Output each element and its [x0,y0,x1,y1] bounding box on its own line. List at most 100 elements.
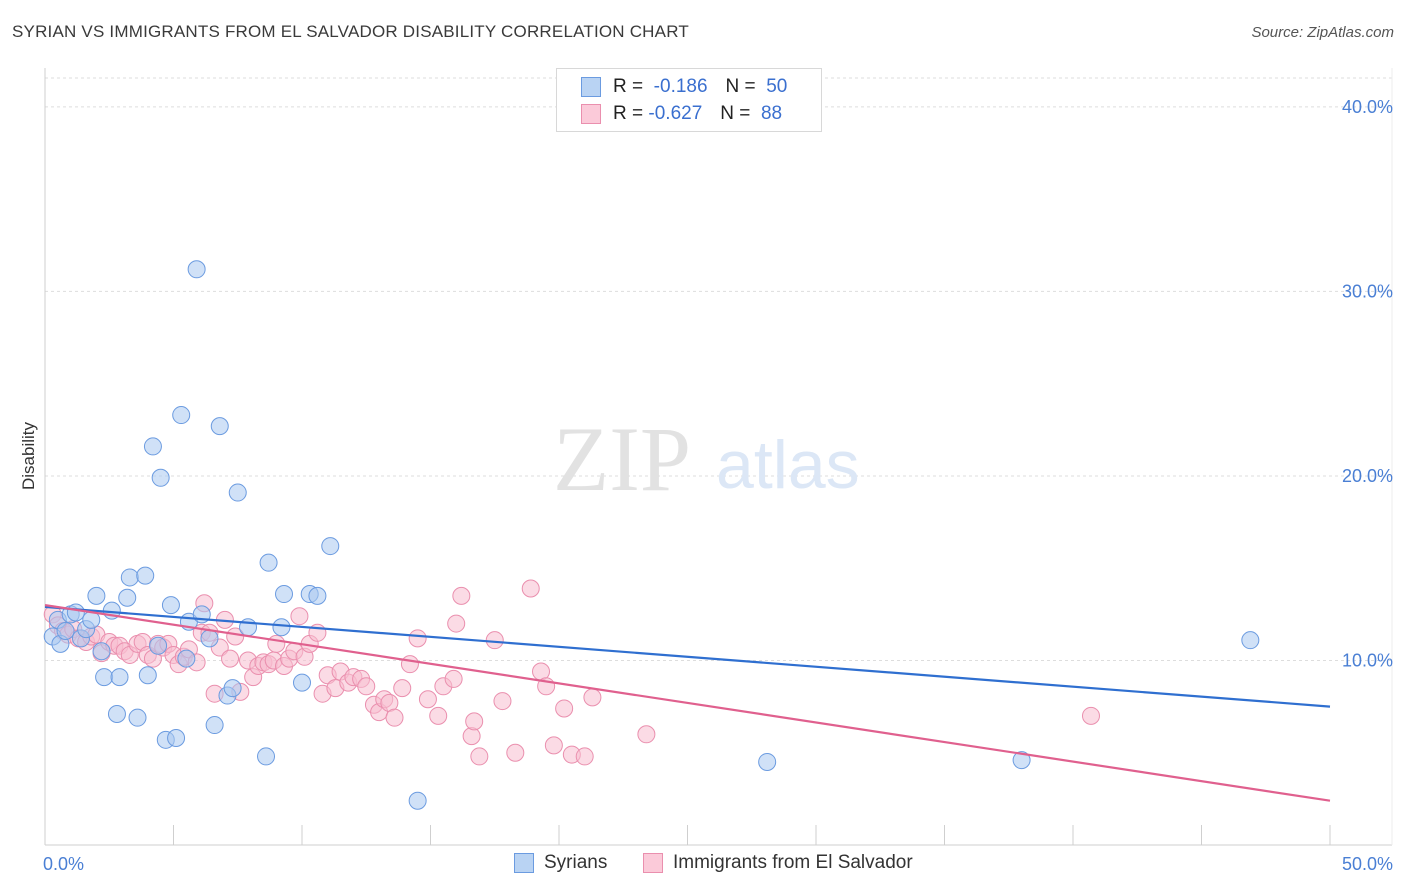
data-point-el-salvador [267,634,286,653]
legend-item-el-salvador: Immigrants from El Salvador [643,852,913,874]
axes [44,68,1393,846]
data-point-syrians [149,636,168,655]
correlation-legend: R = -0.186 N = 50 R = -0.627 N = 88 [556,68,822,132]
watermark-zip: ZIP [553,408,691,510]
data-point-syrians [151,468,170,487]
legend-swatch-pink [643,853,663,873]
data-point-el-salvador [465,712,484,731]
x-tick-label: 0.0% [43,854,84,874]
data-point-el-salvador [583,688,602,707]
data-point-syrians [408,791,427,810]
data-point-syrians [95,668,114,687]
data-point-syrians [308,586,327,605]
data-point-el-salvador [290,607,309,626]
data-point-el-salvador [506,743,525,762]
data-point-syrians [257,747,276,766]
data-point-el-salvador [462,727,481,746]
chart-title: SYRIAN VS IMMIGRANTS FROM EL SALVADOR DI… [12,22,689,41]
data-point-syrians [118,588,137,607]
data-point-syrians [138,666,157,685]
data-point-el-salvador [447,614,466,633]
trend-line-el-salvador [44,604,1331,802]
legend-r-label: R = [613,103,644,124]
y-tick-label: 10.0% [1342,650,1393,670]
legend-row-syrians: R = -0.186 N = 50 [581,74,787,100]
data-point-syrians [210,417,229,436]
trend-line-syrians [44,605,1331,708]
legend-r-value: -0.186 [653,76,708,97]
data-point-syrians [187,260,206,279]
series-legend: Syrians Immigrants from El Salvador [0,852,1406,876]
data-point-el-salvador [637,725,656,744]
y-tick-label: 40.0% [1342,97,1393,117]
data-point-syrians [293,673,311,692]
legend-label-syrians: Syrians [544,852,608,873]
trend-lines [44,604,1331,802]
data-point-syrians [120,568,139,587]
data-point-el-salvador [493,692,512,711]
data-point-syrians [87,586,106,605]
data-point-syrians [143,437,162,456]
legend-n-label: N = [720,103,751,124]
data-point-el-salvador [400,655,419,674]
data-point-el-salvador [385,708,404,727]
data-point-el-salvador [226,627,245,646]
tick-labels: 10.0% 20.0% 30.0% 40.0% 0.0% 50.0% [43,97,1393,874]
data-point-syrians [177,649,196,668]
data-point-syrians [228,483,247,502]
data-point-el-salvador [470,747,489,766]
data-point-syrians [66,603,85,622]
data-point-syrians [107,704,126,723]
data-point-el-salvador [221,649,240,668]
legend-swatch-blue [514,853,534,873]
data-point-syrians [92,642,111,661]
x-tick-label: 50.0% [1342,854,1393,874]
gridlines [45,77,1392,661]
data-point-syrians [167,728,186,747]
data-point-syrians [161,596,180,615]
legend-swatch-pink [581,104,601,124]
legend-n-value: 50 [766,76,788,97]
watermark-atlas: atlas [716,427,860,503]
source-label: Source: ZipAtlas.com [1251,24,1394,41]
data-point-el-salvador [357,677,376,696]
data-point-el-salvador [521,579,540,598]
watermark: ZIP atlas [553,408,860,510]
data-point-el-salvador [1081,706,1100,725]
legend-r-value: -0.627 [648,103,703,124]
data-point-syrians [321,537,340,556]
data-point-el-salvador [485,631,504,650]
legend-item-syrians: Syrians [514,852,607,874]
data-point-syrians [272,618,291,637]
y-tick-label: 30.0% [1342,281,1393,301]
y-axis-label: Disability [19,421,38,490]
legend-r-label: R = [613,76,644,97]
series-syrians-points [43,260,1260,810]
data-point-syrians [1241,631,1260,650]
data-point-el-salvador [544,736,563,755]
data-point-syrians [110,668,129,687]
legend-n-label: N = [725,76,756,97]
data-point-el-salvador [452,586,471,605]
data-point-syrians [56,621,75,640]
data-point-syrians [205,716,224,735]
data-point-el-salvador [575,747,594,766]
legend-n-value: 88 [760,103,783,124]
data-point-syrians [128,708,147,727]
legend-row-el-salvador: R = -0.627 N = 88 [581,101,782,127]
y-tick-label: 20.0% [1342,466,1393,486]
legend-label-el-salvador: Immigrants from El Salvador [673,852,913,873]
data-point-el-salvador [418,690,437,709]
data-point-el-salvador [555,699,574,718]
data-point-syrians [758,752,777,771]
data-point-syrians [200,629,219,648]
data-point-syrians [136,566,155,585]
data-point-syrians [259,553,278,572]
data-point-syrians [1012,751,1031,770]
legend-swatch-blue [581,77,601,97]
data-point-el-salvador [408,629,427,648]
data-point-el-salvador [444,669,463,688]
data-point-syrians [223,679,242,698]
data-point-syrians [172,406,191,425]
